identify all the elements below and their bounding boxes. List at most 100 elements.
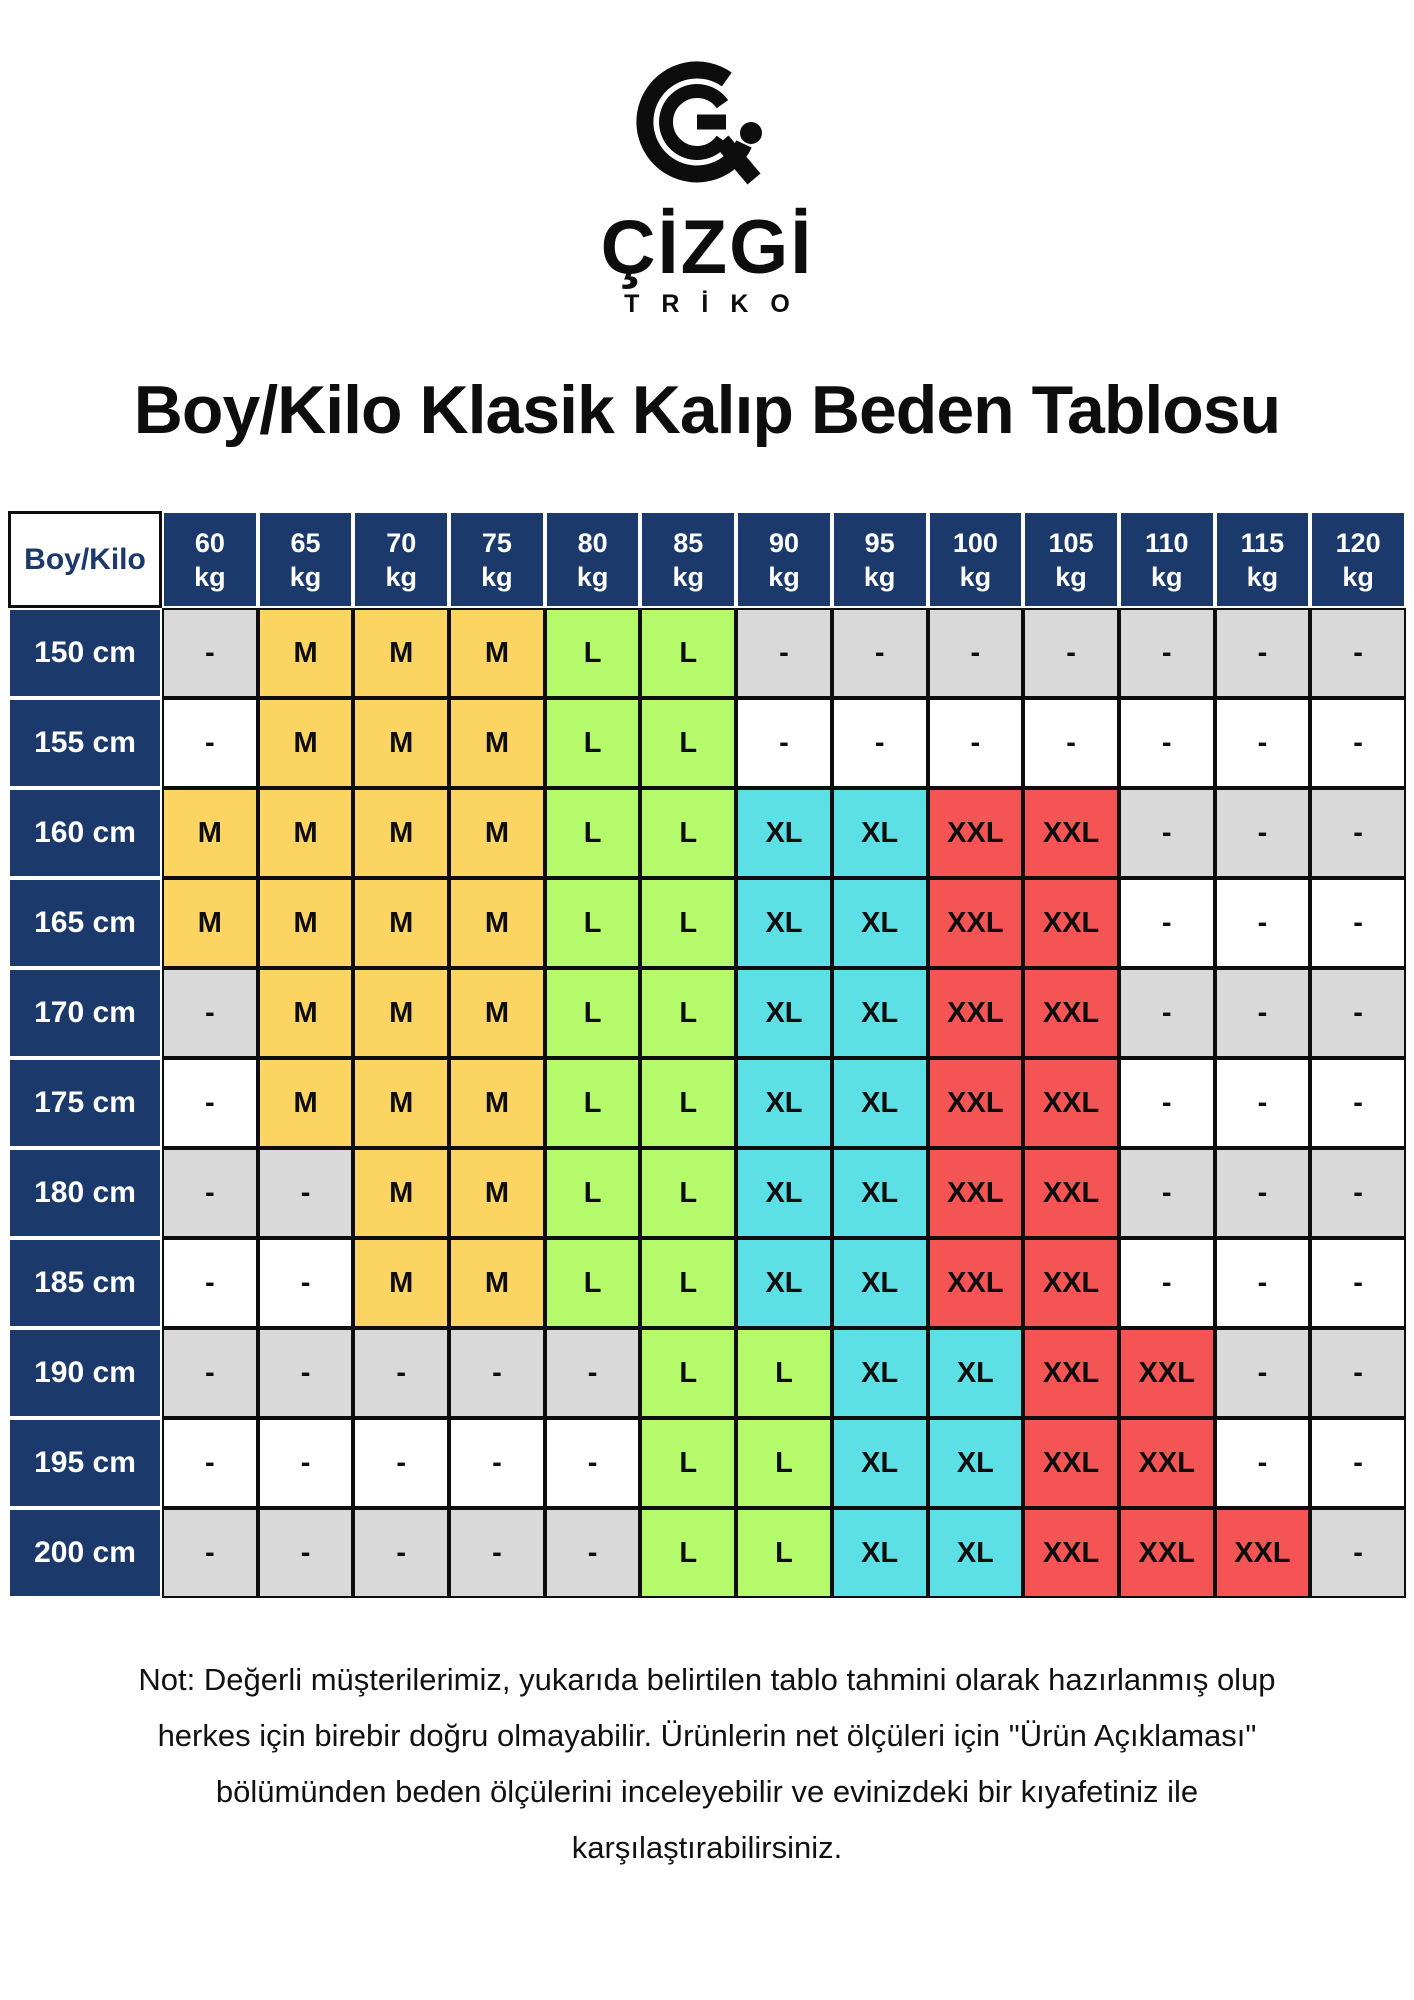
size-cell-l: L	[640, 1058, 737, 1148]
size-cell-m: M	[449, 1238, 545, 1328]
weight-header-120kg: 120 kg	[1310, 511, 1406, 608]
size-cell-xl: XL	[831, 1418, 928, 1508]
footer-note-line: bölümünden beden ölçülerini inceleyebili…	[215, 1774, 1199, 1809]
size-cell-empty: -	[1214, 698, 1311, 788]
size-cell-empty: -	[353, 1508, 450, 1598]
table-row-160-cm: 160 cm M M M M L L XL XL XXL XXL - - -	[8, 788, 1406, 878]
size-cell-xxl: XXL	[1023, 968, 1119, 1058]
size-cell-xl: XL	[831, 1508, 928, 1598]
footer-note-line: Not: Değerli müşterilerimiz, yukarıda be…	[138, 1662, 1276, 1697]
size-cell-xl: XL	[736, 1238, 832, 1328]
size-cell-l: L	[640, 878, 737, 968]
brand-monogram-icon	[636, 61, 762, 185]
size-cell-empty: -	[1214, 1058, 1311, 1148]
size-cell-empty: -	[449, 1418, 545, 1508]
size-cell-empty: -	[1310, 878, 1406, 968]
weight-header-60kg: 60 kg	[162, 511, 258, 608]
size-cell-empty: -	[353, 1328, 450, 1418]
size-cell-empty: -	[162, 608, 258, 698]
weight-header-90kg: 90 kg	[736, 511, 832, 608]
size-cell-xl: XL	[736, 968, 832, 1058]
size-cell-xl: XL	[831, 878, 928, 968]
size-cell-empty: -	[257, 1418, 354, 1508]
size-cell-m: M	[449, 698, 545, 788]
size-cell-m: M	[257, 698, 354, 788]
size-cell-m: M	[449, 788, 545, 878]
size-cell-empty: -	[257, 1148, 354, 1238]
size-cell-empty: -	[1214, 878, 1311, 968]
size-cell-m: M	[257, 788, 354, 878]
size-cell-empty: -	[162, 1238, 258, 1328]
size-cell-empty: -	[1118, 698, 1215, 788]
size-cell-l: L	[736, 1508, 832, 1598]
height-header-cell: 200 cm	[8, 1508, 162, 1598]
footer-note-line: herkes için birebir doğru olmayabilir. Ü…	[157, 1718, 1257, 1753]
size-cell-empty: -	[544, 1508, 641, 1598]
size-cell-xxl: XXL	[927, 1058, 1024, 1148]
size-cell-empty: -	[1310, 1238, 1406, 1328]
size-cell-empty: -	[162, 1148, 258, 1238]
size-cell-m: M	[257, 968, 354, 1058]
size-cell-l: L	[640, 1238, 737, 1328]
size-cell-l: L	[544, 968, 641, 1058]
size-cell-empty: -	[1214, 968, 1311, 1058]
size-cell-empty: -	[1118, 608, 1215, 698]
height-header-cell: 185 cm	[8, 1238, 162, 1328]
table-row-180-cm: 180 cm - - M M L L XL XL XXL XXL - - -	[8, 1148, 1406, 1238]
size-cell-m: M	[353, 1058, 450, 1148]
size-cell-l: L	[640, 1508, 737, 1598]
size-cell-xxl: XXL	[1023, 1418, 1119, 1508]
size-cell-xl: XL	[736, 788, 832, 878]
weight-header-95kg: 95 kg	[831, 511, 928, 608]
size-cell-empty: -	[831, 608, 928, 698]
weight-header-105kg: 105 kg	[1023, 511, 1119, 608]
size-cell-l: L	[544, 698, 641, 788]
weight-header-110kg: 110 kg	[1118, 511, 1215, 608]
size-cell-empty: -	[927, 608, 1024, 698]
size-cell-empty: -	[1310, 1418, 1406, 1508]
size-cell-empty: -	[1023, 698, 1119, 788]
weight-header-65kg: 65 kg	[257, 511, 354, 608]
size-cell-xxl: XXL	[927, 968, 1024, 1058]
size-cell-l: L	[544, 1238, 641, 1328]
size-cell-l: L	[544, 1148, 641, 1238]
weight-header-70kg: 70 kg	[353, 511, 450, 608]
height-header-cell: 180 cm	[8, 1148, 162, 1238]
size-cell-m: M	[353, 968, 450, 1058]
size-cell-xxl: XXL	[927, 788, 1024, 878]
size-cell-xxl: XXL	[1118, 1418, 1215, 1508]
size-cell-empty: -	[1310, 788, 1406, 878]
size-cell-empty: -	[1310, 968, 1406, 1058]
height-header-cell: 175 cm	[8, 1058, 162, 1148]
size-cell-xl: XL	[831, 788, 928, 878]
size-cell-empty: -	[449, 1508, 545, 1598]
size-cell-empty: -	[162, 1418, 258, 1508]
size-cell-m: M	[353, 878, 450, 968]
size-cell-xxl: XXL	[1214, 1508, 1311, 1598]
table-row-175-cm: 175 cm - M M M L L XL XL XXL XXL - - -	[8, 1058, 1406, 1148]
size-cell-l: L	[640, 608, 737, 698]
size-cell-empty: -	[162, 1508, 258, 1598]
footer-note: Not: Değerli müşterilerimiz, yukarıda be…	[0, 1652, 1414, 1876]
size-cell-empty: -	[1214, 1148, 1311, 1238]
size-cell-l: L	[544, 878, 641, 968]
table-row-200-cm: 200 cm - - - - - L L XL XL XXL XXL XXL -	[8, 1508, 1406, 1598]
weight-header-115kg: 115 kg	[1214, 511, 1311, 608]
size-cell-xl: XL	[927, 1508, 1024, 1598]
size-cell-m: M	[449, 968, 545, 1058]
size-cell-empty: -	[1118, 1058, 1215, 1148]
size-cell-empty: -	[449, 1328, 545, 1418]
size-cell-m: M	[353, 608, 450, 698]
brand-name: ÇİZGİ	[600, 205, 814, 290]
footer-note-line: karşılaştırabilirsiniz.	[571, 1830, 843, 1865]
table-row-165-cm: 165 cm M M M M L L XL XL XXL XXL - - -	[8, 878, 1406, 968]
page-title: Boy/Kilo Klasik Kalıp Beden Tablosu	[133, 372, 1281, 448]
size-cell-empty: -	[1310, 1148, 1406, 1238]
size-cell-empty: -	[1214, 1238, 1311, 1328]
size-cell-xl: XL	[927, 1418, 1024, 1508]
size-cell-xl: XL	[927, 1328, 1024, 1418]
height-header-cell: 165 cm	[8, 878, 162, 968]
weight-header-80kg: 80 kg	[544, 511, 641, 608]
size-cell-xxl: XXL	[1023, 878, 1119, 968]
size-cell-m: M	[449, 1148, 545, 1238]
